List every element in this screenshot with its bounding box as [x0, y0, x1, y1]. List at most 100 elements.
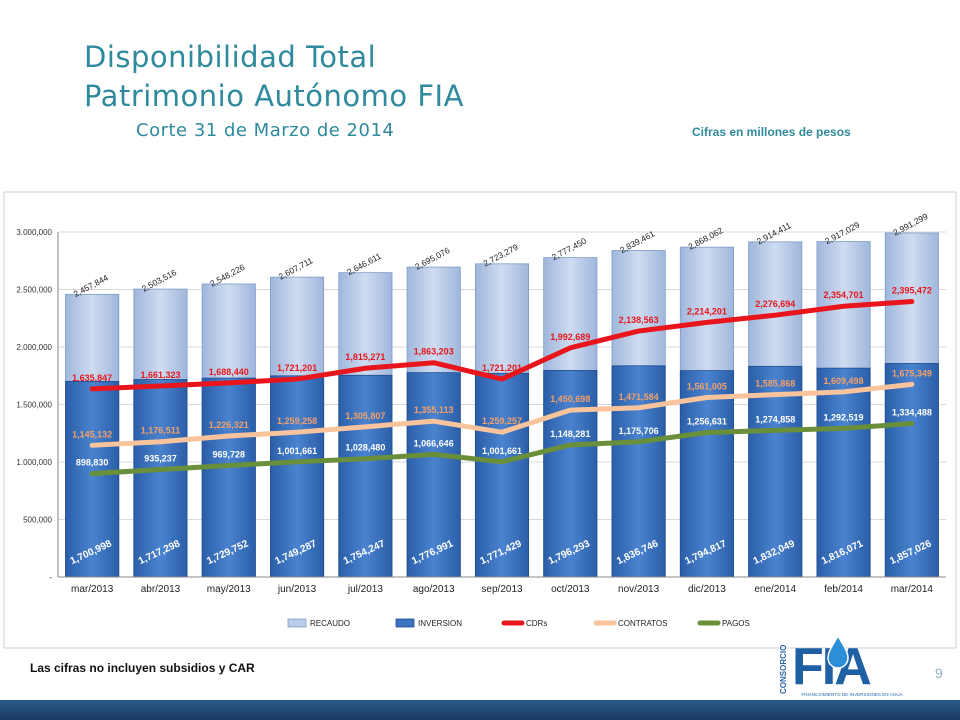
y-tick-label: 1.500,000 — [16, 401, 52, 410]
x-tick-label: mar/2013 — [71, 584, 114, 595]
legend-item-recaudo: RECAUDO — [287, 618, 350, 628]
data-label-contratos: 1,259,258 — [277, 416, 317, 426]
data-label-cdrs: 1,635,847 — [72, 373, 112, 383]
legend-label: CDRs — [526, 619, 547, 628]
chart-frame: 2,457,844 1,635,847 1,145,132 898,830 1,700,… — [0, 190, 960, 650]
data-label-cdrs: 2,214,201 — [687, 306, 727, 316]
logo-vertical-text: CONSORCIO — [779, 645, 788, 694]
data-label-pagos: 898,830 — [76, 458, 109, 468]
line-cdrs — [89, 299, 915, 392]
data-label-pagos: 969,728 — [212, 449, 245, 459]
x-tick-label: nov/2013 — [618, 584, 660, 595]
data-label-pagos: 1,256,631 — [687, 416, 727, 426]
data-label-cdrs: 2,395,472 — [892, 286, 932, 296]
page-number: 9 — [935, 665, 943, 681]
page-subtitle: Corte 31 de Marzo de 2014 — [136, 120, 395, 141]
page-title-line2: Patrimonio Autónomo FIA — [84, 79, 464, 113]
page-title-line1: Disponibilidad Total — [84, 40, 377, 74]
bar-inversion — [201, 377, 256, 578]
bar-inversion — [65, 380, 120, 578]
legend-item-contratos: CONTRATOS — [593, 619, 667, 628]
data-label-cdrs: 2,354,701 — [824, 290, 864, 300]
x-tick-label: oct/2013 — [551, 584, 590, 595]
x-tick-label: abr/2013 — [141, 584, 181, 595]
bar-inversion — [270, 375, 325, 578]
bar-inversion — [338, 374, 393, 578]
data-label-cdrs: 1,863,203 — [414, 347, 454, 357]
chart-svg: 2,457,8441,635,8471,145,132898,8301,700,… — [3, 191, 957, 649]
legend-swatch — [395, 618, 415, 628]
data-label-pagos: 1,175,706 — [619, 426, 659, 436]
water-drop-icon — [827, 634, 849, 669]
data-label-contratos: 1,561,005 — [687, 381, 727, 391]
x-tick-label: may/2013 — [207, 584, 251, 595]
data-label-contratos: 1,226,321 — [209, 420, 249, 430]
data-label-cdrs: 1,661,323 — [140, 370, 180, 380]
bar-inversion — [474, 372, 530, 578]
data-label-contratos: 1,305,807 — [345, 411, 385, 421]
x-tick-label: dic/2013 — [688, 584, 726, 595]
bar-inversion — [816, 367, 871, 578]
data-label-contratos: 1,450,698 — [550, 394, 590, 404]
bar-inversion — [611, 365, 666, 578]
data-label-cdrs: 2,138,563 — [619, 315, 659, 325]
y-tick-label: 3.000,000 — [16, 228, 52, 237]
data-label-contratos: 1,355,113 — [414, 405, 454, 415]
data-label-contratos: 1,176,511 — [141, 426, 181, 436]
data-label-contratos: 1,145,132 — [72, 429, 112, 439]
data-label-pagos: 935,237 — [144, 453, 177, 463]
legend-label: INVERSION — [418, 619, 462, 628]
data-label-cdrs: 1,721,201 — [482, 363, 522, 373]
data-label-pagos: 1,001,661 — [277, 446, 317, 456]
bar-inversion — [543, 370, 598, 578]
data-label-pagos: 1,292,519 — [824, 412, 864, 422]
data-label-cdrs: 1,721,201 — [277, 363, 317, 373]
footnote: Las cifras no incluyen subsidios y CAR — [30, 661, 255, 675]
x-tick-label: sep/2013 — [481, 584, 523, 595]
data-label-cdrs: 1,688,440 — [209, 367, 249, 377]
y-tick-label: - — [49, 573, 52, 582]
x-tick-label: jun/2013 — [277, 584, 317, 595]
data-label-cdrs: 1,992,689 — [550, 332, 590, 342]
legend-item-pagos: PAGOS — [697, 619, 750, 628]
data-label-pagos: 1,274,858 — [755, 414, 795, 424]
data-label-contratos: 1,609,498 — [824, 376, 864, 386]
bar-inversion — [133, 379, 188, 578]
data-label-contratos: 1,585,868 — [755, 379, 795, 389]
x-tick-label: ago/2013 — [413, 584, 455, 595]
y-tick-label: 2.500,000 — [16, 286, 52, 295]
units-note: Cifras en millones de pesos — [692, 125, 851, 139]
bar-inversion — [884, 363, 939, 578]
data-label-pagos: 1,334,488 — [892, 408, 932, 418]
fia-logo-graphic: CONSORCIO FIA FINANCIAMIENTO DE INVERSIO… — [779, 634, 904, 697]
legend-label: PAGOS — [722, 619, 750, 628]
line-pagos — [89, 421, 915, 477]
bar-inversion — [679, 370, 734, 578]
data-label-cdrs: 2,276,694 — [755, 299, 795, 309]
bar-inversion — [406, 372, 461, 578]
data-label-contratos: 1,675,349 — [892, 368, 932, 378]
data-label-contratos: 1,259,257 — [482, 416, 522, 426]
legend-label: CONTRATOS — [618, 619, 667, 628]
x-tick-label: feb/2014 — [824, 584, 863, 595]
y-tick-label: 1.000,000 — [16, 458, 52, 467]
data-label-cdrs: 1,815,271 — [345, 352, 385, 362]
y-tick-label: 500,000 — [23, 516, 52, 525]
legend-item-cdrs: CDRs — [501, 619, 547, 628]
legend-swatch — [287, 618, 307, 628]
data-label-pagos: 1,148,281 — [550, 429, 590, 439]
data-label-pagos: 1,028,480 — [345, 443, 385, 453]
data-label-pagos: 1,001,661 — [482, 446, 522, 456]
bottom-bar — [0, 700, 960, 720]
x-tick-label: mar/2014 — [891, 584, 934, 595]
data-label-contratos: 1,471,584 — [619, 392, 659, 402]
fia-logo: CONSORCIO FIA FINANCIAMIENTO DE INVERSIO… — [772, 622, 932, 700]
data-label-pagos: 1,066,646 — [414, 438, 454, 448]
legend-item-inversion: INVERSION — [395, 618, 462, 628]
logo-tagline: FINANCIAMIENTO DE INVERSIONES EN AGUA — [801, 692, 903, 697]
x-tick-label: ene/2014 — [754, 584, 796, 595]
bar-inversion — [748, 365, 803, 578]
x-tick-label: jul/2013 — [347, 584, 383, 595]
legend-label: RECAUDO — [310, 619, 350, 628]
y-tick-label: 2.000,000 — [16, 343, 52, 352]
